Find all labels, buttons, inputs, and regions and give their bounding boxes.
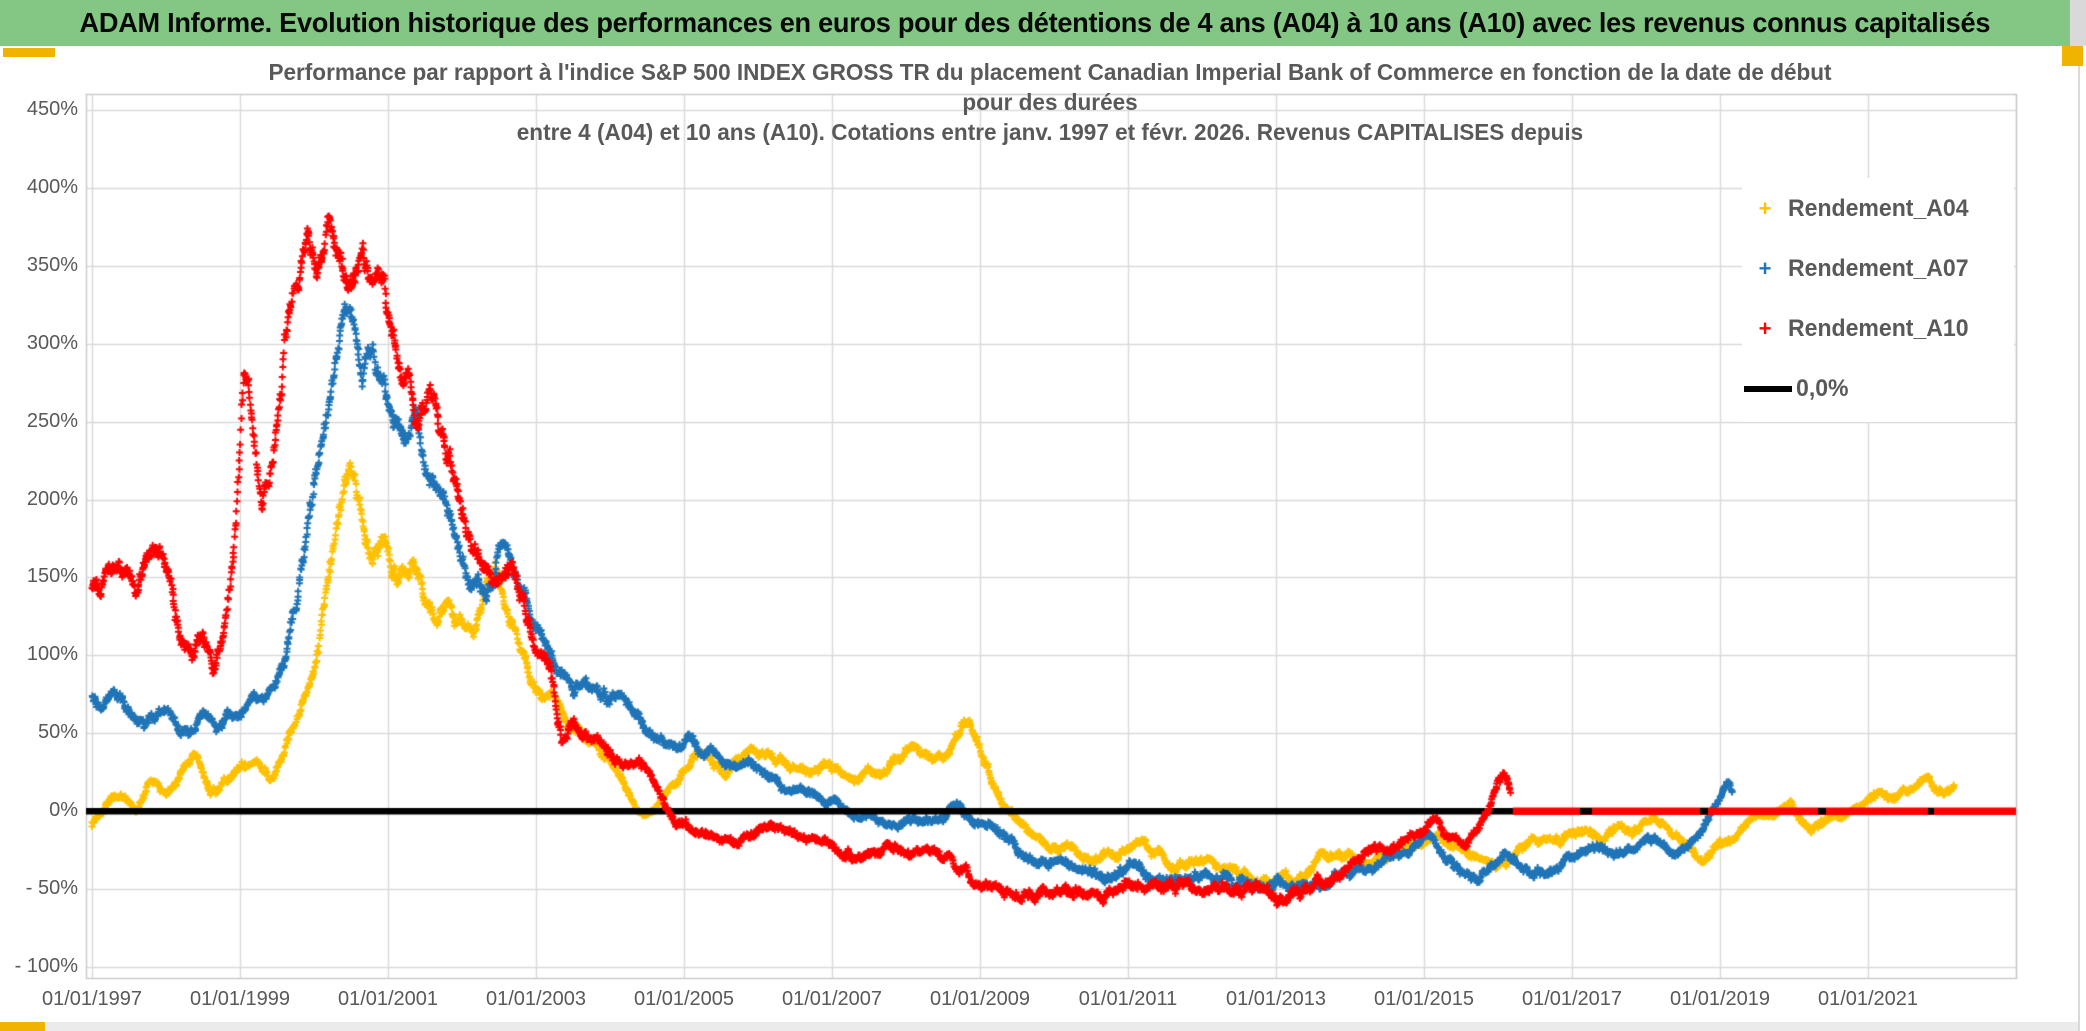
x-axis-label: 01/01/2019 bbox=[1669, 988, 1771, 1010]
x-axis-label: 01/01/2011 bbox=[1078, 988, 1178, 1010]
header-right-strip bbox=[2070, 0, 2086, 46]
y-axis-label: - 100% bbox=[14, 954, 78, 977]
y-axis-label: 350% bbox=[26, 254, 78, 277]
legend-entry-rendement-a10[interactable]: + Rendement_A10 bbox=[1742, 312, 1976, 346]
x-axis-label: 01/01/2015 bbox=[1373, 988, 1475, 1010]
plus-marker-icon: + bbox=[1758, 256, 1772, 281]
y-axis-label: 250% bbox=[26, 409, 78, 432]
amber-accent-bottom-left bbox=[0, 1022, 45, 1031]
x-axis-label: 01/01/2017 bbox=[1521, 988, 1623, 1010]
amber-accent-top-right bbox=[2062, 46, 2083, 66]
legend-entry-rendement-a04[interactable]: + Rendement_A04 bbox=[1742, 192, 1976, 226]
y-axis-label: 300% bbox=[26, 331, 78, 354]
window-bottom-strip bbox=[0, 1022, 2078, 1031]
x-axis-label: 01/01/1999 bbox=[189, 988, 291, 1010]
x-axis-label: 01/01/2009 bbox=[929, 988, 1031, 1010]
legend-label: 0,0% bbox=[1796, 375, 1849, 402]
window-right-border bbox=[2078, 46, 2080, 1031]
x-axis-label: 01/01/1997 bbox=[41, 988, 143, 1010]
chart-title: Performance par rapport à l'indice S&P 5… bbox=[150, 57, 1950, 147]
x-axis-label: 01/01/2005 bbox=[633, 988, 735, 1010]
plus-marker-icon: + bbox=[1758, 316, 1772, 341]
x-axis-label: 01/01/2007 bbox=[781, 988, 883, 1010]
x-axis-label: 01/01/2013 bbox=[1225, 988, 1327, 1010]
chart-title-line-2: pour des durées bbox=[962, 89, 1138, 115]
plus-marker-icon: + bbox=[1758, 196, 1772, 221]
x-axis-label: 01/01/2003 bbox=[485, 988, 587, 1010]
legend-label: Rendement_A04 bbox=[1788, 195, 1969, 222]
y-axis-label: 400% bbox=[26, 176, 78, 199]
legend-entry-zero-line[interactable]: 0,0% bbox=[1742, 372, 1851, 406]
sheet-header-title: ADAM Informe. Evolution historique des p… bbox=[79, 7, 1991, 38]
y-axis-label: 200% bbox=[26, 487, 78, 510]
legend-label: Rendement_A10 bbox=[1788, 315, 1969, 342]
y-axis-label: - 50% bbox=[25, 876, 78, 899]
y-axis-label: 50% bbox=[37, 721, 78, 744]
x-axis-label: 01/01/2021 bbox=[1817, 988, 1919, 1010]
y-axis-label: 150% bbox=[26, 565, 78, 588]
sheet-header-bar: ADAM Informe. Evolution historique des p… bbox=[0, 0, 2070, 46]
y-axis-label: 450% bbox=[26, 98, 78, 121]
y-axis-label: 0% bbox=[49, 799, 78, 821]
legend-label: Rendement_A07 bbox=[1788, 255, 1969, 282]
chart-title-line-1: Performance par rapport à l'indice S&P 5… bbox=[268, 59, 1832, 85]
x-axis-label: 01/01/2001 bbox=[337, 988, 439, 1010]
legend-entry-rendement-a07[interactable]: + Rendement_A07 bbox=[1742, 252, 1976, 286]
y-axis-label: 100% bbox=[26, 643, 78, 666]
zero-line-sample-icon bbox=[1744, 386, 1792, 392]
chart-legend: + Rendement_A04 + Rendement_A07 + Rendem… bbox=[1742, 178, 2014, 422]
chart-title-line-3: entre 4 (A04) et 10 ans (A10). Cotations… bbox=[516, 119, 1584, 145]
amber-accent-top-left bbox=[3, 48, 55, 57]
